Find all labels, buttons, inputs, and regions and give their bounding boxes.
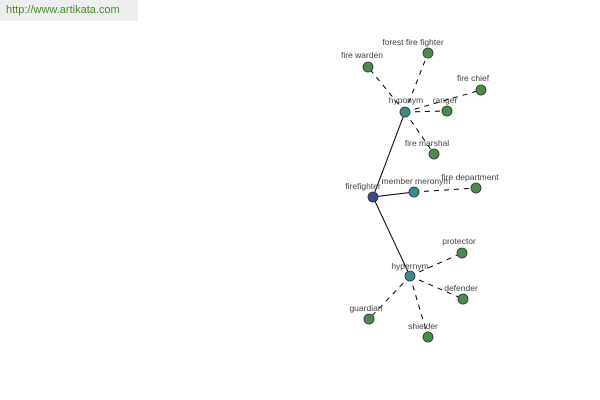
- edge: [372, 196, 411, 277]
- node[interactable]: [399, 106, 411, 118]
- edge: [372, 111, 406, 198]
- nodes: [362, 47, 487, 343]
- edge: [409, 275, 429, 338]
- edge: [404, 110, 448, 113]
- node-label: fire marshal: [405, 138, 450, 148]
- node-label: ranger: [433, 95, 458, 105]
- node[interactable]: [457, 293, 469, 305]
- node-label: fire department: [441, 172, 499, 182]
- node[interactable]: [456, 247, 468, 259]
- edge: [404, 52, 429, 113]
- edges: [367, 52, 482, 338]
- node[interactable]: [408, 186, 420, 198]
- edge: [372, 191, 415, 198]
- node-label: fire warden: [341, 50, 383, 60]
- node-label: guardian: [349, 303, 382, 313]
- edge: [404, 89, 482, 113]
- node-label: member meronym: [382, 176, 451, 186]
- node-label: forest fire fighter: [382, 37, 444, 47]
- edge: [404, 111, 435, 155]
- node[interactable]: [404, 270, 416, 282]
- node-label: protector: [442, 236, 476, 246]
- node[interactable]: [441, 105, 453, 117]
- site-url[interactable]: http://www.artikata.com: [0, 0, 138, 21]
- node[interactable]: [422, 47, 434, 59]
- edge: [413, 187, 477, 193]
- node-label: defender: [444, 283, 478, 293]
- node[interactable]: [367, 191, 379, 203]
- node[interactable]: [428, 148, 440, 160]
- node[interactable]: [362, 61, 374, 73]
- labels: firefighter hyponym member meronym hyper…: [341, 37, 499, 331]
- node-label: hypernym: [391, 261, 428, 271]
- node-label: firefighter: [345, 181, 381, 191]
- node-label: shielder: [408, 321, 438, 331]
- node-label: hyponym: [389, 95, 424, 105]
- node[interactable]: [470, 182, 482, 194]
- node[interactable]: [422, 331, 434, 343]
- node[interactable]: [363, 313, 375, 325]
- node-label: fire chief: [457, 73, 490, 83]
- edge: [367, 66, 406, 113]
- node[interactable]: [475, 84, 487, 96]
